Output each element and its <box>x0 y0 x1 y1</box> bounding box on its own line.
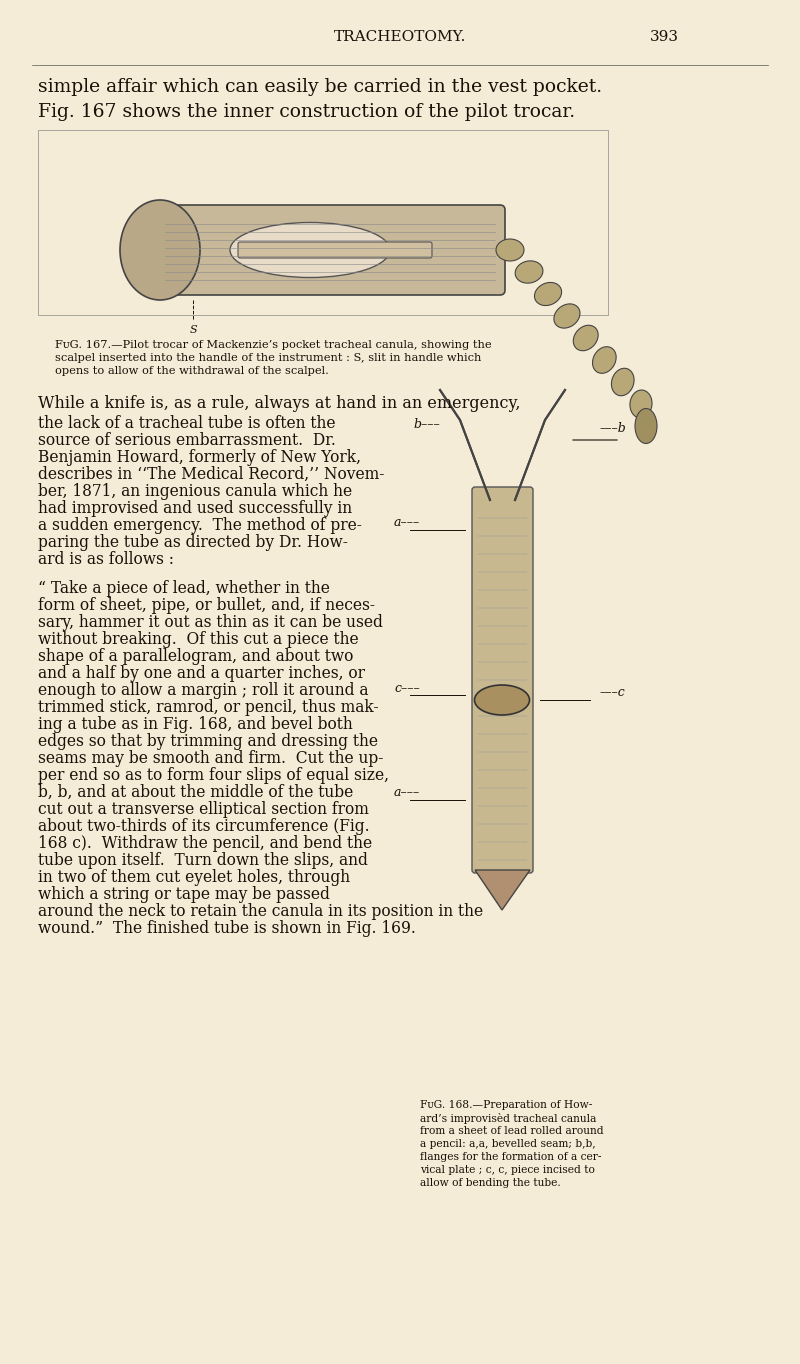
FancyBboxPatch shape <box>238 241 432 258</box>
Text: ber, 1871, an ingenious canula which he: ber, 1871, an ingenious canula which he <box>38 483 352 501</box>
Text: describes in ‘‘The Medical Record,’’ Novem-: describes in ‘‘The Medical Record,’’ Nov… <box>38 466 384 483</box>
Ellipse shape <box>635 408 657 443</box>
Text: around the neck to retain the canula in its position in the: around the neck to retain the canula in … <box>38 903 483 919</box>
Text: paring the tube as directed by Dr. How-: paring the tube as directed by Dr. How- <box>38 533 348 551</box>
Polygon shape <box>475 870 530 910</box>
FancyBboxPatch shape <box>155 205 505 295</box>
Text: a–––: a––– <box>394 516 420 528</box>
Text: from a sheet of lead rolled around: from a sheet of lead rolled around <box>420 1127 604 1136</box>
Text: trimmed stick, ramrod, or pencil, thus mak-: trimmed stick, ramrod, or pencil, thus m… <box>38 698 378 716</box>
Text: and a half by one and a quarter inches, or: and a half by one and a quarter inches, … <box>38 666 365 682</box>
Text: allow of bending the tube.: allow of bending the tube. <box>420 1178 561 1188</box>
Text: a sudden emergency.  The method of pre-: a sudden emergency. The method of pre- <box>38 517 362 533</box>
Ellipse shape <box>496 239 524 261</box>
Ellipse shape <box>534 282 562 306</box>
Text: ing a tube as in Fig. 168, and bevel both: ing a tube as in Fig. 168, and bevel bot… <box>38 716 353 732</box>
Text: edges so that by trimming and dressing the: edges so that by trimming and dressing t… <box>38 732 378 750</box>
Text: b, b, and at about the middle of the tube: b, b, and at about the middle of the tub… <box>38 784 354 801</box>
Text: in two of them cut eyelet holes, through: in two of them cut eyelet holes, through <box>38 869 350 887</box>
Ellipse shape <box>474 685 530 715</box>
Text: which a string or tape may be passed: which a string or tape may be passed <box>38 887 330 903</box>
Text: ard is as follows :: ard is as follows : <box>38 551 174 567</box>
Text: While a knife is, as a rule, always at hand in an emergency,: While a knife is, as a rule, always at h… <box>38 396 521 412</box>
Text: had improvised and used successfully in: had improvised and used successfully in <box>38 501 352 517</box>
Ellipse shape <box>230 222 390 277</box>
Text: 393: 393 <box>650 30 679 44</box>
Text: “ Take a piece of lead, whether in the: “ Take a piece of lead, whether in the <box>38 580 330 597</box>
Text: a–––: a––– <box>394 787 420 799</box>
Text: sary, hammer it out as thin as it can be used: sary, hammer it out as thin as it can be… <box>38 614 383 632</box>
Ellipse shape <box>515 261 543 284</box>
Text: ard’s improvisèd tracheal canula: ard’s improvisèd tracheal canula <box>420 1113 596 1124</box>
Text: vical plate ; c, c, piece incised to: vical plate ; c, c, piece incised to <box>420 1165 595 1174</box>
Text: flanges for the formation of a cer-: flanges for the formation of a cer- <box>420 1153 602 1162</box>
Text: without breaking.  Of this cut a piece the: without breaking. Of this cut a piece th… <box>38 632 358 648</box>
Text: FᴜG. 168.—Preparation of How-: FᴜG. 168.—Preparation of How- <box>420 1099 592 1110</box>
Text: simple affair which can easily be carried in the vest pocket.
Fig. 167 shows the: simple affair which can easily be carrie… <box>38 78 602 121</box>
Text: wound.”  The finished tube is shown in Fig. 169.: wound.” The finished tube is shown in Fi… <box>38 919 416 937</box>
Ellipse shape <box>554 304 580 329</box>
Text: the lack of a tracheal tube is often the: the lack of a tracheal tube is often the <box>38 415 335 432</box>
Text: a pencil: a,a, bevelled seam; b,b,: a pencil: a,a, bevelled seam; b,b, <box>420 1139 596 1148</box>
Text: –––c: –––c <box>600 686 626 700</box>
Text: per end so as to form four slips of equal size,: per end so as to form four slips of equa… <box>38 767 389 784</box>
Text: TRACHEOTOMY.: TRACHEOTOMY. <box>334 30 466 44</box>
Text: 168 c).  Withdraw the pencil, and bend the: 168 c). Withdraw the pencil, and bend th… <box>38 835 372 852</box>
Ellipse shape <box>593 346 616 374</box>
Text: form of sheet, pipe, or bullet, and, if neces-: form of sheet, pipe, or bullet, and, if … <box>38 597 375 614</box>
Text: FᴜG. 167.—Pilot trocar of Mackenzie’s pocket tracheal canula, showing the
scalpe: FᴜG. 167.—Pilot trocar of Mackenzie’s po… <box>55 340 492 376</box>
FancyBboxPatch shape <box>472 487 533 873</box>
Text: enough to allow a margin ; roll it around a: enough to allow a margin ; roll it aroun… <box>38 682 369 698</box>
Text: cut out a transverse elliptical section from: cut out a transverse elliptical section … <box>38 801 369 818</box>
Text: Benjamin Howard, formerly of New York,: Benjamin Howard, formerly of New York, <box>38 449 361 466</box>
Text: source of serious embarrassment.  Dr.: source of serious embarrassment. Dr. <box>38 432 336 449</box>
Ellipse shape <box>611 368 634 396</box>
Text: S: S <box>189 325 197 336</box>
Text: seams may be smooth and firm.  Cut the up-: seams may be smooth and firm. Cut the up… <box>38 750 383 767</box>
Ellipse shape <box>120 201 200 300</box>
Ellipse shape <box>574 325 598 351</box>
Ellipse shape <box>630 390 652 417</box>
Text: b–––: b––– <box>414 419 440 431</box>
Text: about two-thirds of its circumference (Fig.: about two-thirds of its circumference (F… <box>38 818 370 835</box>
Text: c–––: c––– <box>394 682 420 694</box>
FancyBboxPatch shape <box>38 130 608 315</box>
Text: shape of a parallelogram, and about two: shape of a parallelogram, and about two <box>38 648 354 666</box>
Text: tube upon itself.  Turn down the slips, and: tube upon itself. Turn down the slips, a… <box>38 852 368 869</box>
Text: –––b: –––b <box>600 421 626 435</box>
